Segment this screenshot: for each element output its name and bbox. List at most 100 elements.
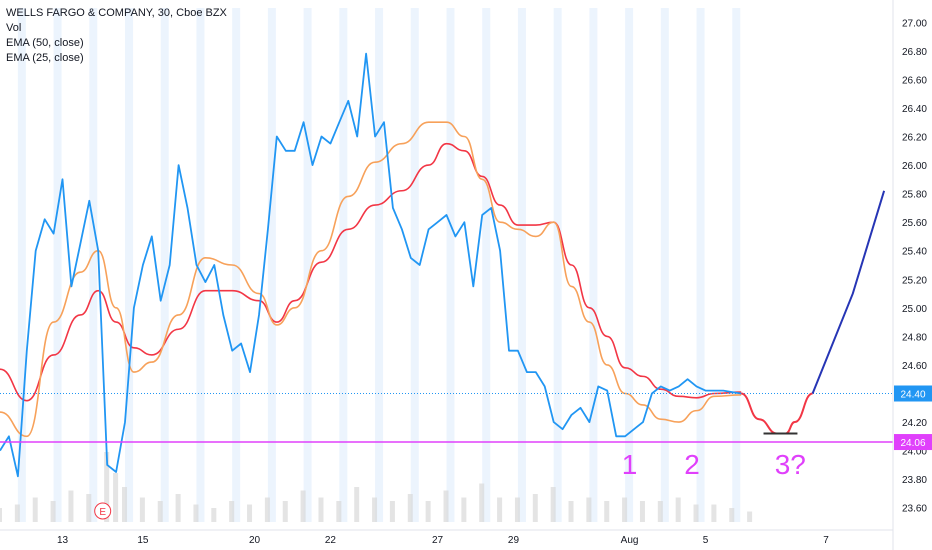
projection-up-line bbox=[811, 190, 886, 394]
x-tick-label: 5 bbox=[703, 535, 709, 546]
volume-bar bbox=[479, 483, 485, 522]
volume-bar bbox=[657, 501, 663, 522]
y-tick-label: 23.80 bbox=[902, 475, 927, 486]
session-band bbox=[732, 8, 741, 522]
volume-bar bbox=[354, 487, 360, 522]
y-tick-label: 25.20 bbox=[902, 275, 927, 286]
earnings-marker-label: E bbox=[99, 507, 106, 518]
legend-ema25[interactable]: EMA (25, close) bbox=[6, 52, 84, 64]
session-band bbox=[660, 8, 669, 522]
session-band bbox=[232, 8, 241, 522]
x-tick-label: 29 bbox=[508, 535, 520, 546]
last-price-badge-bg bbox=[894, 385, 932, 402]
x-tick-label: 27 bbox=[432, 535, 444, 546]
volume-bar bbox=[211, 508, 217, 522]
volume-bar bbox=[514, 497, 520, 522]
legend-ema50[interactable]: EMA (50, close) bbox=[6, 37, 84, 49]
session-band bbox=[696, 8, 705, 522]
volume-bar bbox=[604, 501, 610, 522]
volume-bar bbox=[729, 508, 735, 522]
volume-bar bbox=[104, 452, 110, 522]
x-tick-label: 15 bbox=[137, 535, 149, 546]
session-band bbox=[482, 8, 491, 522]
volume-bar bbox=[747, 511, 753, 522]
volume-bar bbox=[175, 494, 181, 522]
session-band bbox=[17, 8, 26, 522]
volume-bar bbox=[461, 497, 467, 522]
volume-bar bbox=[282, 501, 288, 522]
y-tick-label: 26.80 bbox=[902, 47, 927, 58]
volume-bar bbox=[550, 487, 556, 522]
session-band bbox=[446, 8, 455, 522]
volume-bar bbox=[425, 501, 431, 522]
y-tick-label: 26.40 bbox=[902, 104, 927, 115]
volume-bars bbox=[0, 452, 753, 522]
earnings-marker bbox=[94, 502, 112, 520]
volume-bar bbox=[675, 497, 681, 522]
overlays: 1 2 3? E bbox=[0, 190, 893, 520]
y-tick-label: 26.20 bbox=[902, 133, 927, 144]
annotation-1: 1 bbox=[622, 449, 638, 480]
projection-curve bbox=[740, 392, 813, 435]
session-band bbox=[89, 8, 98, 522]
support-price-badge-bg bbox=[894, 434, 932, 451]
y-tick-label: 27.00 bbox=[902, 18, 927, 29]
volume-bar bbox=[139, 497, 145, 522]
y-tick-label: 26.60 bbox=[902, 75, 927, 86]
volume-bar bbox=[68, 490, 74, 522]
session-band bbox=[339, 8, 348, 522]
y-tick-label: 23.60 bbox=[902, 504, 927, 515]
x-tick-label: 22 bbox=[325, 535, 337, 546]
symbol-title[interactable]: WELLS FARGO & COMPANY, 30, Cboe BZX bbox=[6, 7, 227, 19]
volume-bar bbox=[497, 497, 503, 522]
y-tick-label: 24.20 bbox=[902, 418, 927, 429]
session-band bbox=[625, 8, 634, 522]
x-tick-label: 13 bbox=[57, 535, 69, 546]
session-band bbox=[375, 8, 384, 522]
x-tick-label: 7 bbox=[823, 535, 829, 546]
volume-bar bbox=[247, 504, 253, 522]
volume-bar bbox=[122, 487, 128, 522]
y-tick-label: 25.60 bbox=[902, 218, 927, 229]
session-bands bbox=[17, 8, 741, 522]
volume-bar bbox=[193, 504, 199, 522]
session-band bbox=[160, 8, 169, 522]
session-band bbox=[589, 8, 598, 522]
volume-bar bbox=[389, 501, 395, 522]
volume-bar bbox=[14, 504, 20, 522]
session-band bbox=[125, 8, 134, 522]
annotation-2: 2 bbox=[684, 449, 700, 480]
volume-bar bbox=[0, 508, 2, 522]
volume-bar bbox=[568, 501, 574, 522]
session-band bbox=[553, 8, 562, 522]
volume-bar bbox=[443, 490, 449, 522]
y-tick-label: 25.80 bbox=[902, 190, 927, 201]
volume-bar bbox=[32, 497, 38, 522]
volume-bar bbox=[264, 497, 270, 522]
session-band bbox=[196, 8, 205, 522]
y-tick-label: 25.00 bbox=[902, 304, 927, 315]
x-tick-label: Aug bbox=[621, 535, 639, 546]
volume-bar bbox=[86, 494, 92, 522]
support-price-badge: 24.06 bbox=[900, 438, 925, 449]
chart-legend: WELLS FARGO & COMPANY, 30, Cboe BZX Vol … bbox=[6, 6, 227, 66]
session-band bbox=[267, 8, 276, 522]
volume-bar bbox=[532, 494, 538, 522]
volume-bar bbox=[336, 501, 342, 522]
price-line bbox=[0, 52, 742, 478]
volume-bar bbox=[407, 494, 413, 522]
volume-bar bbox=[622, 497, 628, 522]
volume-bar bbox=[586, 497, 592, 522]
annotation-3: 3? bbox=[775, 449, 806, 480]
session-band bbox=[517, 8, 526, 522]
session-band bbox=[303, 8, 312, 522]
volume-bar bbox=[372, 497, 378, 522]
volume-bar bbox=[50, 501, 56, 522]
volume-bar bbox=[693, 504, 699, 522]
y-tick-label: 25.40 bbox=[902, 247, 927, 258]
legend-vol[interactable]: Vol bbox=[6, 22, 22, 34]
last-price-badge: 24.40 bbox=[900, 390, 925, 401]
